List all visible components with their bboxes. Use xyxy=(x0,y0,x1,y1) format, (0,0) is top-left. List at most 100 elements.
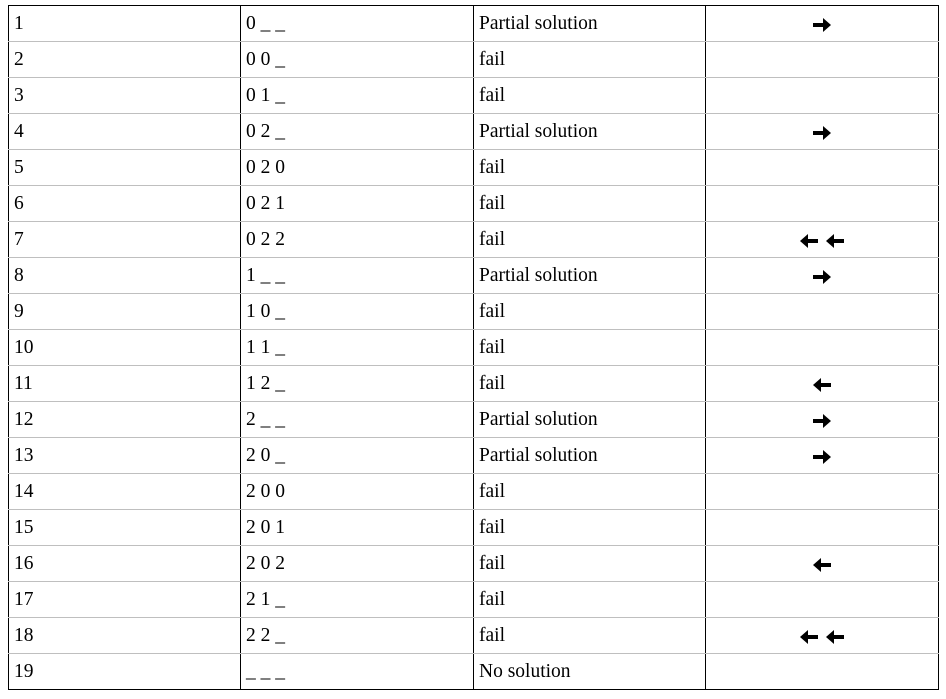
table-row: 13 2 0 _ Partial solution xyxy=(8,437,939,474)
step-number-cell: 14 xyxy=(8,473,241,510)
assignment-cell: 2 0 2 xyxy=(240,545,474,582)
result-cell: fail xyxy=(473,149,706,186)
assignment-cell: 2 0 _ xyxy=(240,437,474,474)
arrow-right-icon xyxy=(812,16,832,34)
result-cell: Partial solution xyxy=(473,401,706,438)
table-row: 19 _ _ _ No solution xyxy=(8,653,939,690)
result-cell: fail xyxy=(473,185,706,222)
step-number-cell: 11 xyxy=(8,365,241,402)
result-cell: fail xyxy=(473,473,706,510)
table-row: 14 2 0 0 fail xyxy=(8,473,939,510)
direction-cell xyxy=(705,113,939,150)
step-number-cell: 13 xyxy=(8,437,241,474)
table-row: 17 2 1 _ fail xyxy=(8,581,939,618)
assignment-cell: 0 _ _ xyxy=(240,5,474,42)
step-number-cell: 19 xyxy=(8,653,241,690)
result-cell: Partial solution xyxy=(473,113,706,150)
assignment-cell: 2 2 _ xyxy=(240,617,474,654)
assignment-cell: 1 _ _ xyxy=(240,257,474,294)
result-cell: Partial solution xyxy=(473,257,706,294)
assignment-cell: 0 2 1 xyxy=(240,185,474,222)
result-cell: fail xyxy=(473,545,706,582)
direction-cell xyxy=(705,329,939,366)
arrow-left-icon xyxy=(825,232,845,250)
result-cell: Partial solution xyxy=(473,437,706,474)
step-number-cell: 18 xyxy=(8,617,241,654)
result-cell: fail xyxy=(473,41,706,78)
arrow-left-icon xyxy=(799,232,819,250)
result-cell: fail xyxy=(473,581,706,618)
result-cell: fail xyxy=(473,617,706,654)
assignment-cell: 2 _ _ xyxy=(240,401,474,438)
assignment-cell: 0 2 2 xyxy=(240,221,474,258)
arrow-right-icon xyxy=(812,124,832,142)
step-number-cell: 6 xyxy=(8,185,241,222)
assignment-cell: 0 0 _ xyxy=(240,41,474,78)
direction-cell xyxy=(705,221,939,258)
direction-cell xyxy=(705,77,939,114)
table-row: 18 2 2 _ fail xyxy=(8,617,939,654)
step-number-cell: 8 xyxy=(8,257,241,294)
direction-cell xyxy=(705,473,939,510)
table-row: 11 1 2 _ fail xyxy=(8,365,939,402)
direction-cell xyxy=(705,509,939,546)
step-number-cell: 16 xyxy=(8,545,241,582)
step-number-cell: 10 xyxy=(8,329,241,366)
direction-cell xyxy=(705,149,939,186)
direction-cell xyxy=(705,581,939,618)
step-number-cell: 9 xyxy=(8,293,241,330)
arrow-right-icon xyxy=(812,448,832,466)
step-number-cell: 12 xyxy=(8,401,241,438)
assignment-cell: 1 0 _ xyxy=(240,293,474,330)
step-number-cell: 15 xyxy=(8,509,241,546)
table-row: 15 2 0 1 fail xyxy=(8,509,939,546)
assignment-cell: 0 2 _ xyxy=(240,113,474,150)
step-number-cell: 1 xyxy=(8,5,241,42)
result-cell: fail xyxy=(473,77,706,114)
direction-cell xyxy=(705,437,939,474)
direction-cell xyxy=(705,401,939,438)
step-number-cell: 5 xyxy=(8,149,241,186)
step-number-cell: 17 xyxy=(8,581,241,618)
result-cell: Partial solution xyxy=(473,5,706,42)
result-cell: No solution xyxy=(473,653,706,690)
arrow-left-icon xyxy=(812,556,832,574)
step-number-cell: 4 xyxy=(8,113,241,150)
step-number-cell: 3 xyxy=(8,77,241,114)
direction-cell xyxy=(705,41,939,78)
arrow-left-icon xyxy=(812,376,832,394)
direction-cell xyxy=(705,545,939,582)
direction-cell xyxy=(705,293,939,330)
assignment-cell: 1 2 _ xyxy=(240,365,474,402)
step-number-cell: 2 xyxy=(8,41,241,78)
arrow-left-icon xyxy=(799,628,819,646)
result-cell: fail xyxy=(473,221,706,258)
direction-cell xyxy=(705,365,939,402)
table-row: 10 1 1 _ fail xyxy=(8,329,939,366)
step-number-cell: 7 xyxy=(8,221,241,258)
direction-cell xyxy=(705,257,939,294)
arrow-right-icon xyxy=(812,268,832,286)
direction-cell xyxy=(705,5,939,42)
table-row: 12 2 _ _ Partial solution xyxy=(8,401,939,438)
assignment-cell: 0 2 0 xyxy=(240,149,474,186)
result-cell: fail xyxy=(473,293,706,330)
assignment-cell: _ _ _ xyxy=(240,653,474,690)
arrow-left-icon xyxy=(825,628,845,646)
direction-cell xyxy=(705,185,939,222)
assignment-cell: 2 1 _ xyxy=(240,581,474,618)
assignment-cell: 2 0 1 xyxy=(240,509,474,546)
result-cell: fail xyxy=(473,509,706,546)
table-row: 16 2 0 2 fail xyxy=(8,545,939,582)
arrow-right-icon xyxy=(812,412,832,430)
assignment-cell: 1 1 _ xyxy=(240,329,474,366)
